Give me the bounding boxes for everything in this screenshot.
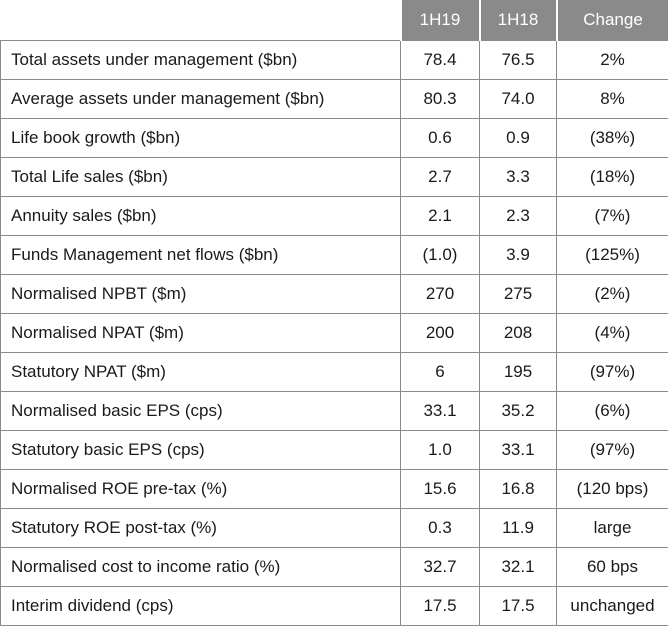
row-label: Normalised cost to income ratio (%) bbox=[0, 547, 401, 587]
table-row: Funds Management net flows ($bn) (1.0) 3.9… bbox=[0, 235, 668, 275]
table-body: Total assets under management ($bn) 78.4 7… bbox=[0, 40, 668, 626]
cell-change: (125%) bbox=[556, 235, 668, 275]
cell-1h18: 11.9 bbox=[479, 508, 557, 548]
cell-change: (4%) bbox=[556, 313, 668, 353]
row-label: Funds Management net flows ($bn) bbox=[0, 235, 401, 275]
table-row: Total Life sales ($bn) 2.7 3.3 (18%) bbox=[0, 157, 668, 197]
cell-change: 8% bbox=[556, 79, 668, 119]
cell-1h19: 78.4 bbox=[400, 40, 480, 80]
cell-1h18: 275 bbox=[479, 274, 557, 314]
table-row: Statutory NPAT ($m) 6 195 (97%) bbox=[0, 352, 668, 392]
cell-change: 60 bps bbox=[556, 547, 668, 587]
table-row: Normalised basic EPS (cps) 33.1 35.2 (6%) bbox=[0, 391, 668, 431]
row-label: Normalised ROE pre-tax (%) bbox=[0, 469, 401, 509]
table-row: Annuity sales ($bn) 2.1 2.3 (7%) bbox=[0, 196, 668, 236]
table-row: Normalised ROE pre-tax (%) 15.6 16.8 (120 b… bbox=[0, 469, 668, 509]
table-row: Normalised NPAT ($m) 200 208 (4%) bbox=[0, 313, 668, 353]
row-label: Statutory basic EPS (cps) bbox=[0, 430, 401, 470]
cell-change: (38%) bbox=[556, 118, 668, 158]
cell-1h19: 0.3 bbox=[400, 508, 480, 548]
cell-1h18: 76.5 bbox=[479, 40, 557, 80]
row-label: Normalised NPAT ($m) bbox=[0, 313, 401, 353]
row-label: Annuity sales ($bn) bbox=[0, 196, 401, 236]
row-label: Normalised NPBT ($m) bbox=[0, 274, 401, 314]
cell-1h18: 0.9 bbox=[479, 118, 557, 158]
header-change: Change bbox=[555, 0, 668, 41]
header-1h18: 1H18 bbox=[478, 0, 557, 41]
cell-change: (6%) bbox=[556, 391, 668, 431]
cell-1h19: 1.0 bbox=[400, 430, 480, 470]
cell-change: (97%) bbox=[556, 430, 668, 470]
row-label: Life book growth ($bn) bbox=[0, 118, 401, 158]
table-row: Life book growth ($bn) 0.6 0.9 (38%) bbox=[0, 118, 668, 158]
header-row: 1H19 1H18 Change bbox=[0, 0, 668, 41]
cell-1h19: 33.1 bbox=[400, 391, 480, 431]
cell-change: 2% bbox=[556, 40, 668, 80]
cell-1h19: 0.6 bbox=[400, 118, 480, 158]
cell-1h19: 80.3 bbox=[400, 79, 480, 119]
cell-1h18: 33.1 bbox=[479, 430, 557, 470]
cell-1h19: 270 bbox=[400, 274, 480, 314]
cell-1h18: 3.9 bbox=[479, 235, 557, 275]
table-row: Statutory basic EPS (cps) 1.0 33.1 (97%) bbox=[0, 430, 668, 470]
cell-1h18: 3.3 bbox=[479, 157, 557, 197]
cell-1h19: 15.6 bbox=[400, 469, 480, 509]
row-label: Total assets under management ($bn) bbox=[0, 40, 401, 80]
header-1h19: 1H19 bbox=[399, 0, 480, 41]
cell-change: (2%) bbox=[556, 274, 668, 314]
cell-1h19: 17.5 bbox=[400, 586, 480, 626]
cell-1h19: 6 bbox=[400, 352, 480, 392]
header-blank-cell bbox=[0, 0, 401, 41]
cell-1h19: 200 bbox=[400, 313, 480, 353]
cell-1h18: 208 bbox=[479, 313, 557, 353]
table-row: Normalised cost to income ratio (%) 32.7 3… bbox=[0, 547, 668, 587]
row-label: Statutory NPAT ($m) bbox=[0, 352, 401, 392]
cell-change: (120 bps) bbox=[556, 469, 668, 509]
row-label: Interim dividend (cps) bbox=[0, 586, 401, 626]
cell-change: (18%) bbox=[556, 157, 668, 197]
cell-change: (97%) bbox=[556, 352, 668, 392]
cell-1h18: 74.0 bbox=[479, 79, 557, 119]
row-label: Average assets under management ($bn) bbox=[0, 79, 401, 119]
cell-1h18: 195 bbox=[479, 352, 557, 392]
cell-change: (7%) bbox=[556, 196, 668, 236]
table-row: Statutory ROE post-tax (%) 0.3 11.9 large bbox=[0, 508, 668, 548]
cell-1h18: 17.5 bbox=[479, 586, 557, 626]
cell-1h19: 32.7 bbox=[400, 547, 480, 587]
cell-change: large bbox=[556, 508, 668, 548]
table-row: Interim dividend (cps) 17.5 17.5 unchanged bbox=[0, 586, 668, 626]
cell-1h19: (1.0) bbox=[400, 235, 480, 275]
cell-1h18: 35.2 bbox=[479, 391, 557, 431]
cell-1h18: 2.3 bbox=[479, 196, 557, 236]
cell-1h19: 2.1 bbox=[400, 196, 480, 236]
cell-1h18: 16.8 bbox=[479, 469, 557, 509]
table-row: Total assets under management ($bn) 78.4 7… bbox=[0, 40, 668, 80]
cell-1h18: 32.1 bbox=[479, 547, 557, 587]
cell-1h19: 2.7 bbox=[400, 157, 480, 197]
row-label: Total Life sales ($bn) bbox=[0, 157, 401, 197]
row-label: Normalised basic EPS (cps) bbox=[0, 391, 401, 431]
table-row: Normalised NPBT ($m) 270 275 (2%) bbox=[0, 274, 668, 314]
table-row: Average assets under management ($bn) 80.… bbox=[0, 79, 668, 119]
row-label: Statutory ROE post-tax (%) bbox=[0, 508, 401, 548]
table-header: 1H19 1H18 Change bbox=[0, 0, 668, 41]
cell-change: unchanged bbox=[556, 586, 668, 626]
